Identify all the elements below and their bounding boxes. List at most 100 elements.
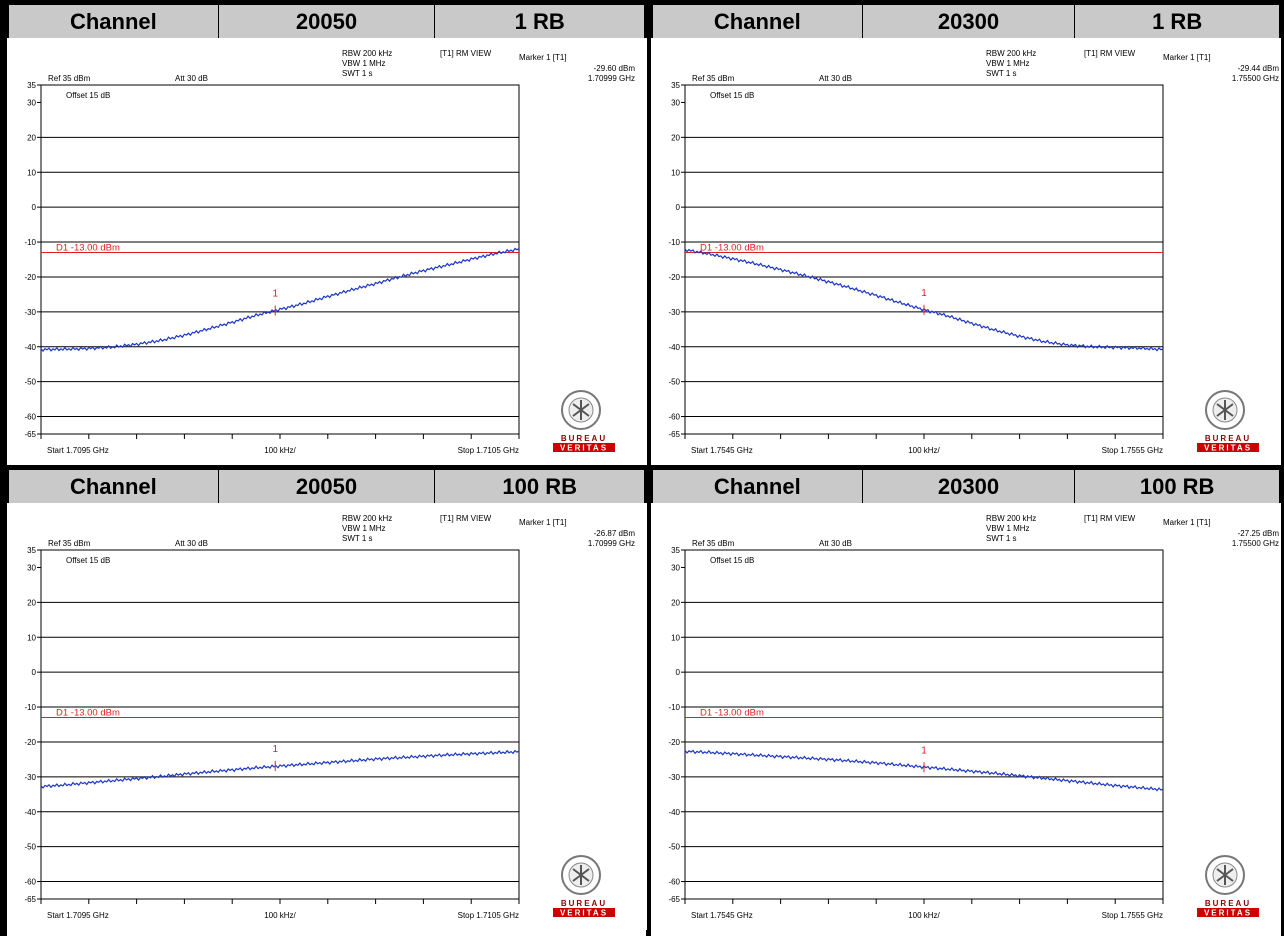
logo-top-band	[553, 434, 615, 442]
y-tick-label: 0	[676, 668, 681, 677]
logo-top-text: BUREAU	[1205, 434, 1251, 443]
marker-frequency: 1.70999 GHz	[588, 539, 635, 548]
header-channel-number: 20300	[863, 5, 1076, 38]
x-span-label: 100 kHz/	[908, 911, 940, 920]
rbw-label: RBW 200 kHz	[986, 49, 1036, 58]
x-stop-label: Stop 1.7555 GHz	[1102, 446, 1163, 455]
logo-bottom-text: VERITAS	[1204, 444, 1252, 453]
logo-bottom-text: VERITAS	[560, 909, 608, 918]
trace-line	[684, 248, 1164, 352]
y-tick-label: -20	[24, 738, 36, 747]
y-tick-label: -40	[24, 343, 36, 352]
logo-top-text: BUREAU	[561, 899, 607, 908]
marker-number: 1	[272, 744, 278, 755]
marker-value: -29.44 dBm	[1238, 64, 1280, 73]
offset-label: Offset 15 dB	[710, 556, 754, 565]
y-tick-label: -20	[668, 738, 680, 747]
marker-title: Marker 1 [T1]	[519, 518, 567, 527]
header-rb: 1 RB	[514, 8, 565, 34]
y-tick-label: 30	[27, 563, 36, 572]
header-row-1-left: Channel 20050 1 RB	[7, 5, 646, 38]
header-rb: 1 RB	[1152, 8, 1203, 34]
y-tick-label: -10	[668, 703, 680, 712]
rm-view-label: [T1] RM VIEW	[440, 514, 492, 523]
y-tick-label: -30	[668, 773, 680, 782]
logo-emblem	[1216, 865, 1234, 885]
rm-view-label: [T1] RM VIEW	[440, 49, 492, 58]
logo-bottom-band	[553, 443, 615, 452]
y-tick-label: -20	[668, 273, 680, 282]
attenuation-label: Att 30 dB	[175, 539, 208, 548]
logo-bottom-band	[1197, 443, 1259, 452]
y-tick-label: -65	[24, 430, 36, 439]
marker-value: -27.25 dBm	[1238, 529, 1280, 538]
y-tick-label: 35	[27, 81, 36, 90]
marker-value: -26.87 dBm	[594, 529, 636, 538]
header-channel-label: Channel	[9, 5, 219, 38]
swt-label: SWT 1 s	[342, 534, 373, 543]
y-tick-label: -50	[668, 378, 680, 387]
logo-bottom-band	[553, 908, 615, 917]
swt-label: SWT 1 s	[342, 69, 373, 78]
marker-title: Marker 1 [T1]	[519, 53, 567, 62]
spectrum-panel-20050-100rb: RBW 200 kHz VBW 1 MHz SWT 1 s [T1] RM VIEW M…	[7, 503, 647, 930]
header-row-1-right: Channel 20300 1 RB	[651, 5, 1281, 38]
limit-line-label: D1 -13.00 dBm	[700, 708, 764, 719]
y-tick-label: -50	[668, 843, 680, 852]
limit-line-label: D1 -13.00 dBm	[56, 708, 120, 719]
y-tick-label: -10	[24, 238, 36, 247]
rbw-label: RBW 200 kHz	[986, 514, 1036, 523]
marker-title: Marker 1 [T1]	[1163, 518, 1211, 527]
logo-bottom-band	[1197, 908, 1259, 917]
marker-title: Marker 1 [T1]	[1163, 53, 1211, 62]
y-tick-label: -30	[24, 773, 36, 782]
y-tick-label: -50	[24, 378, 36, 387]
vbw-label: VBW 1 MHz	[342, 59, 386, 68]
x-span-label: 100 kHz/	[264, 911, 296, 920]
y-tick-label: -40	[668, 808, 680, 817]
rm-view-label: [T1] RM VIEW	[1084, 514, 1136, 523]
y-tick-label: -60	[668, 413, 680, 422]
logo-top-band	[1197, 434, 1259, 442]
y-tick-label: 0	[32, 668, 37, 677]
header-rb: 100 RB	[1139, 473, 1215, 499]
x-start-label: Start 1.7545 GHz	[691, 446, 753, 455]
y-tick-label: 0	[676, 203, 681, 212]
header-channel-number: 20050	[219, 470, 436, 503]
attenuation-label: Att 30 dB	[819, 74, 852, 83]
y-tick-label: 35	[671, 546, 680, 555]
y-tick-label: 30	[27, 98, 36, 107]
ref-level-label: Ref 35 dBm	[48, 539, 91, 548]
vbw-label: VBW 1 MHz	[342, 524, 386, 533]
marker-number: 1	[272, 288, 278, 299]
header-channel-number: 20050	[219, 5, 436, 38]
x-stop-label: Stop 1.7105 GHz	[458, 911, 519, 920]
spectrum-panel-20050-1rb: RBW 200 kHz VBW 1 MHz SWT 1 s [T1] RM VIEW M…	[7, 38, 647, 465]
marker-number: 1	[921, 288, 927, 299]
marker-frequency: 1.75500 GHz	[1232, 74, 1279, 83]
swt-label: SWT 1 s	[986, 69, 1017, 78]
header-row-2-left: Channel 20050 100 RB	[7, 470, 646, 503]
marker-frequency: 1.75500 GHz	[1232, 539, 1279, 548]
y-tick-label: -65	[24, 895, 36, 904]
header-channel-label: Channel	[653, 470, 863, 503]
y-tick-label: 0	[32, 203, 37, 212]
logo-bottom-text: VERITAS	[560, 444, 608, 453]
x-start-label: Start 1.7095 GHz	[47, 911, 109, 920]
rbw-label: RBW 200 kHz	[342, 49, 392, 58]
ref-level-label: Ref 35 dBm	[692, 539, 735, 548]
y-tick-label: 10	[27, 633, 36, 642]
marker-frequency: 1.70999 GHz	[588, 74, 635, 83]
y-tick-label: -60	[24, 878, 36, 887]
header-channel-label: Channel	[9, 470, 219, 503]
swt-label: SWT 1 s	[986, 534, 1017, 543]
y-tick-label: -65	[668, 430, 680, 439]
y-tick-label: 10	[671, 633, 680, 642]
frame-row-sep	[0, 465, 1284, 470]
marker-value: -29.60 dBm	[594, 64, 636, 73]
y-tick-label: 20	[671, 133, 680, 142]
